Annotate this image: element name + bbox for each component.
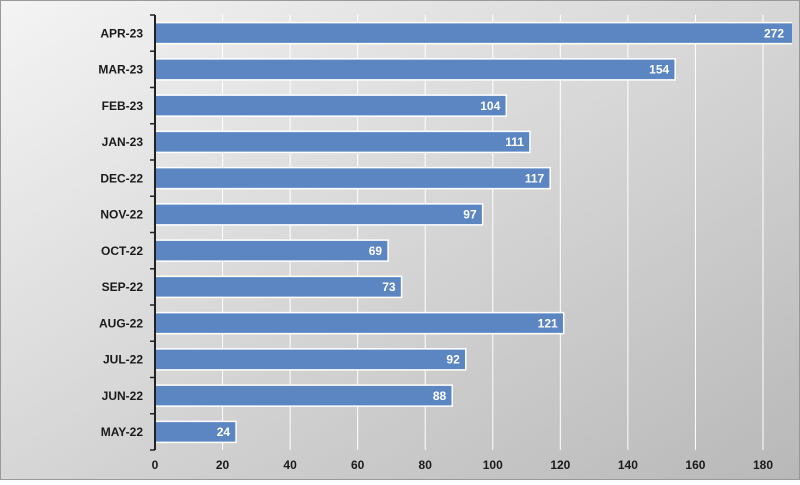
y-tick-label: NOV-22 [100,208,143,222]
value-label: 92 [446,353,460,367]
y-tick-label: AUG-22 [99,316,143,330]
value-label: 117 [525,171,545,185]
value-label: 69 [369,244,383,258]
x-tick-label: 140 [618,458,638,472]
value-label: 97 [463,208,477,222]
value-label: 73 [382,280,396,294]
bar [154,203,484,226]
y-tick-label: MAR-23 [98,63,143,77]
bar [154,21,792,45]
x-tick-label: 20 [216,458,230,472]
x-tick-label: 40 [283,458,297,472]
y-tick-label: JUL-22 [103,353,143,367]
y-tick-label: APR-23 [100,26,143,40]
y-tick-label: DEC-22 [100,171,143,185]
bar [154,166,551,190]
y-tick-label: MAY-22 [101,425,144,439]
bar [154,311,565,335]
x-tick-label: 180 [753,458,773,472]
value-label: 104 [480,99,500,113]
bar [154,384,453,407]
y-tick-label: JUN-22 [102,389,144,403]
y-tick-label: JAN-23 [102,135,144,149]
bars [154,21,792,444]
y-tick-label: FEB-23 [102,99,144,113]
value-label: 111 [505,135,524,149]
value-label: 24 [217,425,231,439]
x-tick-label: 60 [351,458,365,472]
value-label: 272 [764,26,784,40]
x-tick-label: 160 [685,458,705,472]
value-label: 88 [433,389,447,403]
bar [154,58,676,81]
y-tick-label: OCT-22 [101,244,143,258]
y-tick-label: SEP-22 [102,280,144,294]
value-label: 121 [538,316,558,330]
bar [154,239,389,262]
bar [154,130,531,154]
x-tick-label: 0 [152,458,159,472]
grid [222,15,764,450]
x-tick-label: 100 [483,458,503,472]
x-tick-label: 120 [550,458,570,472]
x-tick-label: 80 [419,458,433,472]
bar [154,275,403,299]
bar [154,348,467,371]
labels: 0 20 40 60 80 100 120 140 160 180 APR-23 272 MAR-23 1… [98,14,784,472]
value-label: 154 [649,63,669,77]
bar [154,94,508,117]
